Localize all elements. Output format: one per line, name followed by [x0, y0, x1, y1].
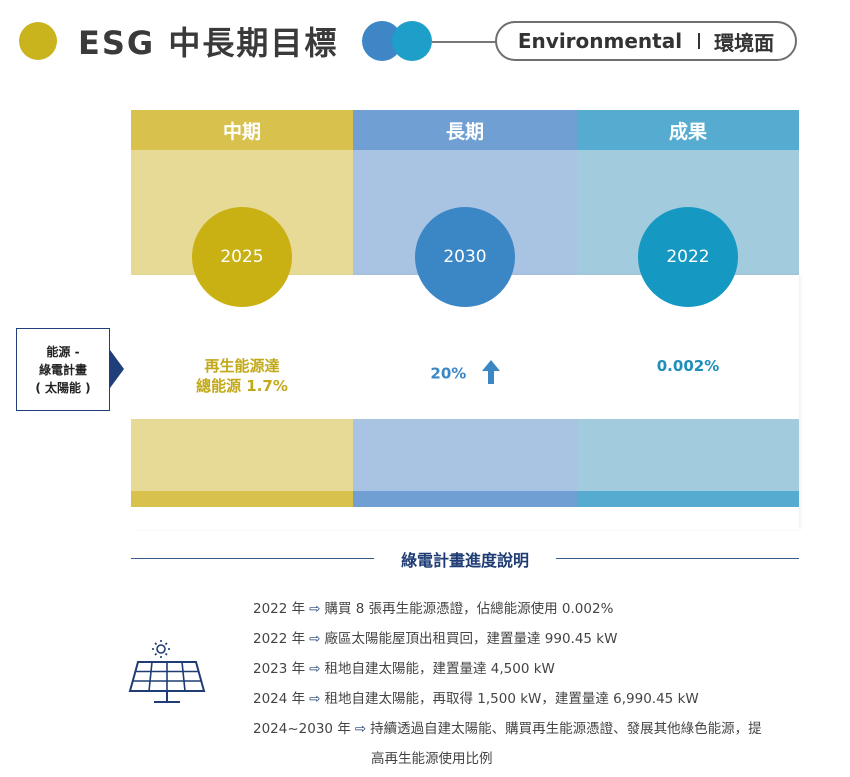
column-result: 成果 2022 0.002%: [577, 110, 799, 529]
list-item: 2024 年 ⇨ 租地自建太陽能，再取得 1,500 kW，建置量達 6,990.4…: [253, 691, 699, 707]
right-arrow-icon: ⇨: [309, 661, 321, 677]
right-arrow-icon: ⇨: [309, 691, 321, 707]
right-arrow-icon: ⇨: [309, 631, 321, 647]
divider: [131, 558, 374, 559]
category-pill: Environmental 環境面: [495, 21, 797, 61]
right-arrow-icon: ⇨: [309, 601, 321, 617]
divider: [556, 558, 799, 559]
column-heading: 中期: [131, 110, 353, 150]
list-item: 2022 年 ⇨ 購買 8 張再生能源憑證，佔總能源使用 0.002%: [253, 601, 614, 617]
connector-line: [432, 41, 496, 43]
category-en: Environmental: [517, 29, 683, 53]
target-value: 再生能源達 總能源 1.7%: [196, 357, 288, 395]
column-mid-term: 中期 2025 再生能源達 總能源 1.7%: [131, 110, 353, 529]
solar-panel-icon: [128, 640, 206, 703]
page-title: ESG 中長期目標: [78, 24, 339, 62]
column-long-term: 長期 2030 20%: [353, 110, 577, 529]
year-circle: 2030: [415, 207, 515, 307]
list-item: 2023 年 ⇨ 租地自建太陽能，建置量達 4,500 kW: [253, 661, 555, 677]
title-dot-icon: [19, 22, 57, 60]
up-arrow-icon: [481, 360, 500, 384]
right-arrow-icon: ⇨: [354, 721, 367, 737]
section-title: 綠電計畫進度說明: [400, 551, 529, 570]
year-circle: 2022: [638, 207, 738, 307]
year-circle: 2025: [192, 207, 292, 307]
column-heading: 成果: [577, 110, 799, 150]
pointer-triangle-icon: [110, 350, 124, 388]
list-item: 2024~2030 年 ⇨ 持續透過自建太陽能、購買再生能源憑證、發展其他綠色能源，…: [253, 721, 762, 737]
teal-circle-icon: [392, 21, 432, 61]
pill-separator: [698, 33, 701, 49]
target-value: 0.002%: [656, 357, 720, 375]
list-item: 2022 年 ⇨ 廠區太陽能屋頂出租買回，建置量達 990.45 kW: [253, 631, 618, 647]
target-value: 20%: [353, 360, 577, 386]
row-label: 能源 - 綠電計畫 ( 太陽能 ): [16, 328, 110, 411]
category-zh: 環境面: [714, 30, 775, 55]
column-heading: 長期: [353, 110, 577, 150]
progress-list: 2022 年 ⇨ 購買 8 張再生能源憑證，佔總能源使用 0.002% 2022 年…: [253, 597, 813, 777]
list-item-continuation: 高再生能源使用比例: [371, 751, 493, 767]
